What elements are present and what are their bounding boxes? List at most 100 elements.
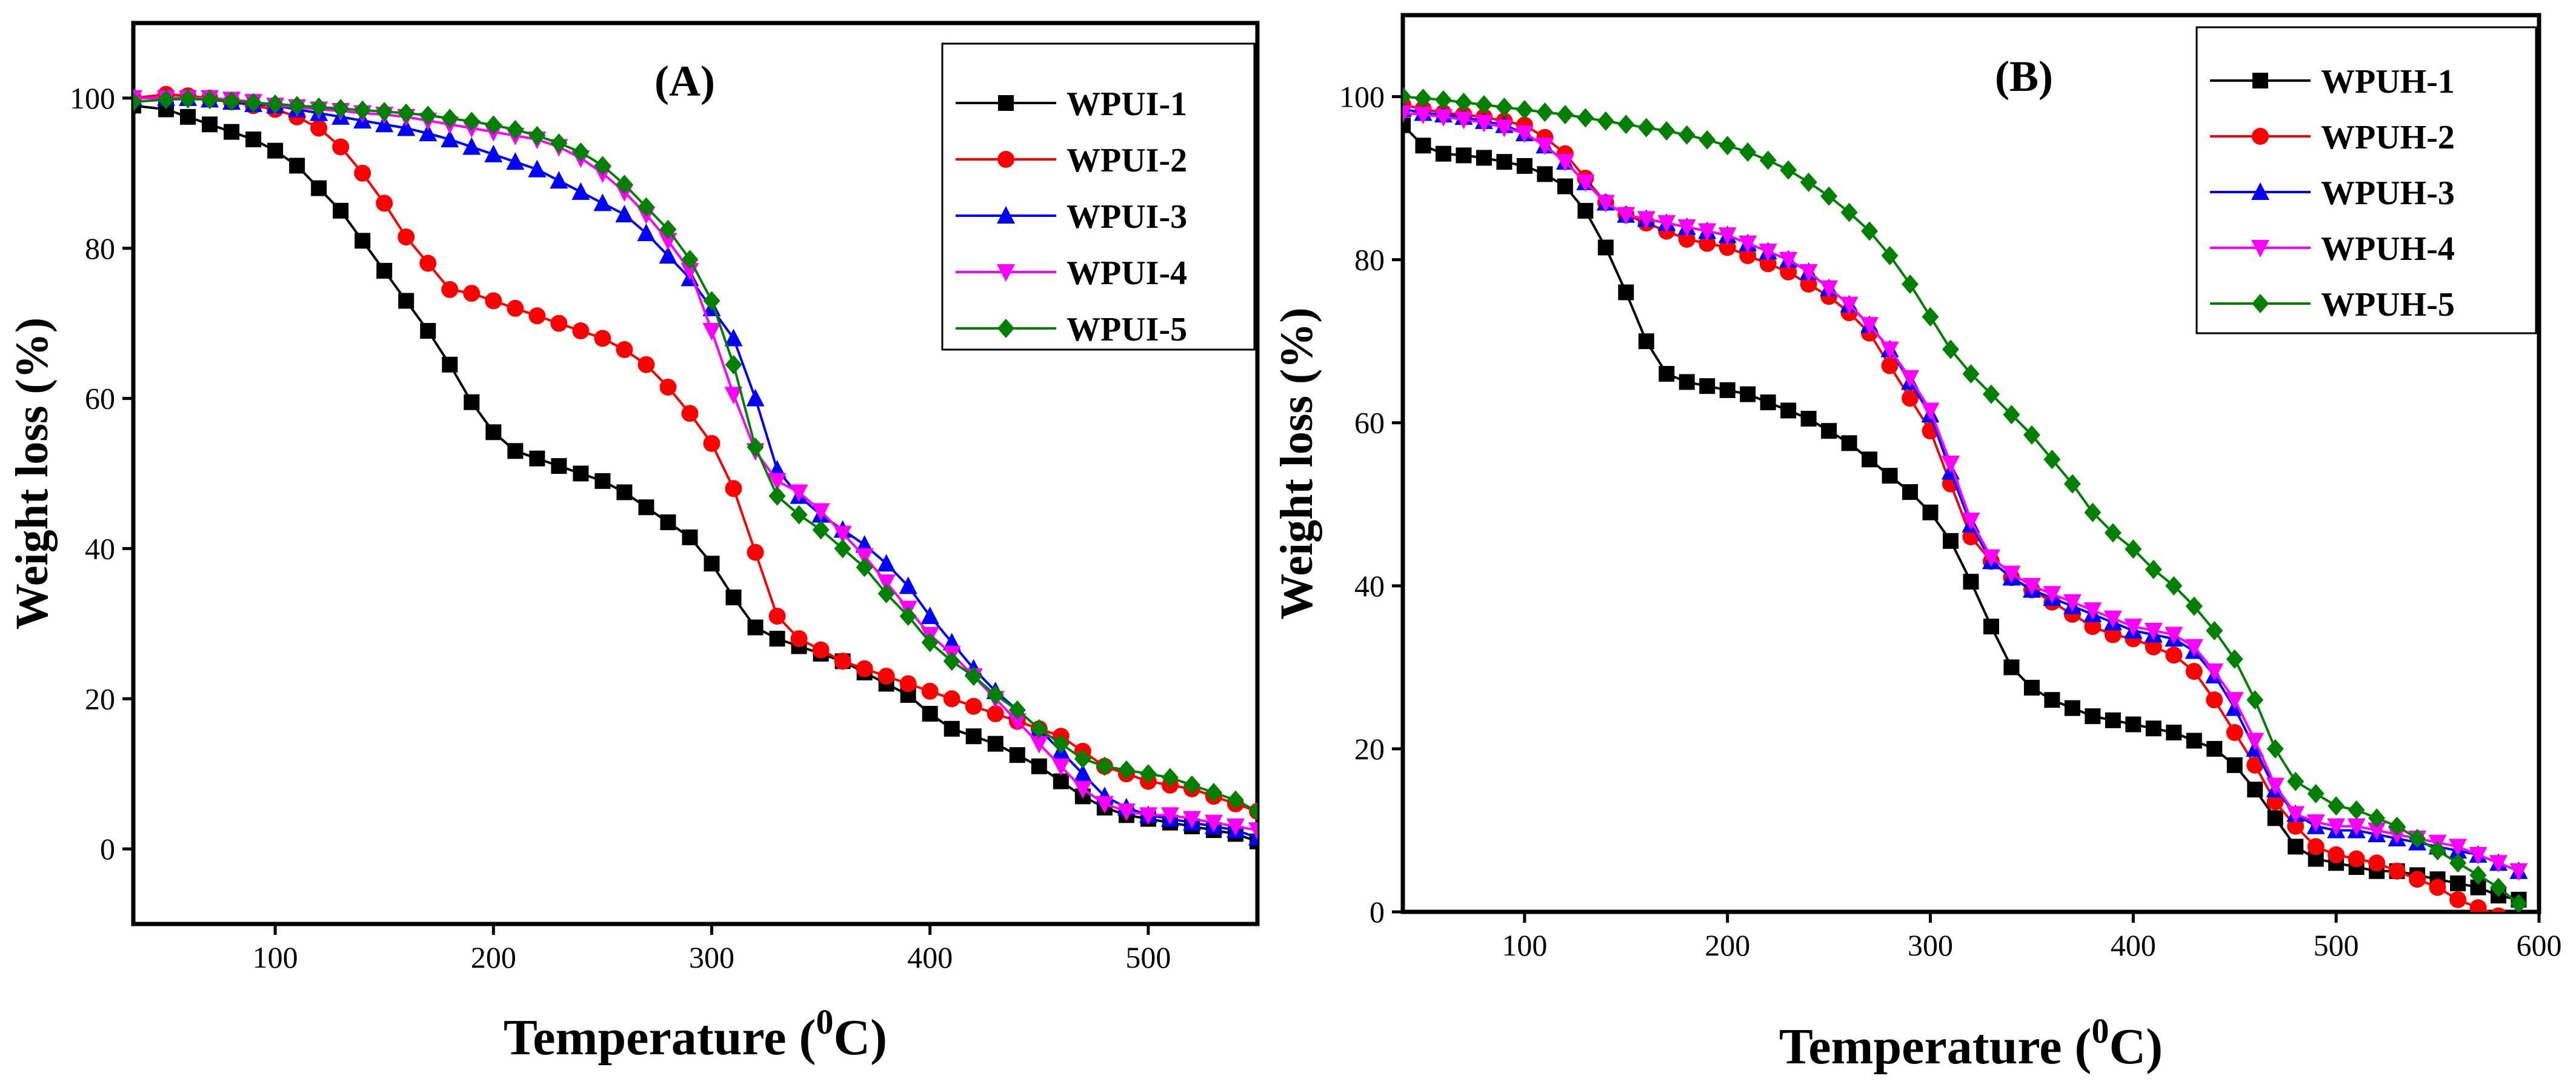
data-point-WPUI-4 bbox=[1095, 796, 1114, 814]
data-point-WPUI-5 bbox=[354, 100, 371, 120]
data-point-WPUI-5 bbox=[812, 520, 830, 540]
data-point-WPUH-5 bbox=[2449, 853, 2467, 873]
data-point-WPUI-3 bbox=[724, 328, 743, 347]
data-point-WPUH-4 bbox=[1596, 194, 1615, 213]
data-point-WPUI-5 bbox=[1096, 756, 1113, 776]
y-tick-label: 60 bbox=[85, 382, 115, 416]
data-point-WPUH-4 bbox=[2347, 818, 2366, 836]
legend-marker bbox=[2252, 73, 2268, 88]
data-point-WPUH-2 bbox=[2409, 871, 2426, 888]
data-point-WPUI-5 bbox=[1205, 783, 1222, 803]
data-point-WPUI-4 bbox=[724, 387, 743, 405]
data-point-WPUI-5 bbox=[1074, 749, 1091, 769]
data-point-WPUI-5 bbox=[507, 119, 524, 139]
data-point-WPUI-5 bbox=[834, 539, 851, 559]
data-point-WPUH-5 bbox=[2287, 771, 2305, 791]
data-point-WPUH-1 bbox=[1760, 394, 1776, 411]
data-point-WPUI-2 bbox=[877, 668, 895, 685]
data-point-WPUI-2 bbox=[725, 480, 742, 497]
data-point-WPUI-5 bbox=[310, 97, 328, 117]
data-point-WPUH-1 bbox=[1577, 202, 1594, 219]
data-point-WPUI-2 bbox=[768, 607, 786, 625]
data-point-WPUI-1 bbox=[965, 728, 982, 745]
data-point-WPUI-4 bbox=[1226, 818, 1245, 836]
data-point-WPUH-4 bbox=[2469, 846, 2488, 865]
data-point-WPUH-1 bbox=[2125, 716, 2142, 733]
data-point-WPUI-1 bbox=[660, 514, 676, 531]
data-point-WPUI-4 bbox=[1073, 780, 1092, 799]
data-point-WPUH-1 bbox=[2166, 725, 2182, 740]
data-point-WPUH-1 bbox=[1821, 423, 1837, 439]
data-point-WPUI-3 bbox=[899, 576, 917, 594]
data-point-WPUI-5 bbox=[398, 103, 415, 123]
data-point-WPUI-4 bbox=[855, 548, 874, 566]
data-point-WPUH-4 bbox=[1942, 456, 1960, 473]
data-point-WPUI-5 bbox=[921, 633, 939, 653]
legend-label: WPUI-5 bbox=[1067, 311, 1187, 348]
data-point-WPUI-2 bbox=[441, 281, 459, 298]
plot-area bbox=[1403, 87, 2528, 912]
data-point-WPUH-4 bbox=[1556, 154, 1574, 172]
data-point-WPUH-4 bbox=[1637, 211, 1656, 229]
data-point-WPUH-1 bbox=[1841, 435, 1857, 451]
x-axis-label-suffix: C) bbox=[833, 1009, 887, 1066]
data-point-WPUI-1 bbox=[704, 556, 720, 572]
data-point-WPUH-5 bbox=[1496, 98, 1513, 118]
data-point-WPUI-1 bbox=[442, 356, 458, 373]
data-point-WPUH-1 bbox=[1862, 451, 1878, 468]
data-point-WPUI-3 bbox=[462, 137, 481, 155]
data-point-WPUI-1 bbox=[333, 202, 349, 219]
data-point-WPUI-5 bbox=[899, 606, 917, 626]
x-tick-label: 500 bbox=[2314, 928, 2359, 962]
data-point-WPUH-5 bbox=[1820, 186, 1838, 206]
data-point-WPUH-1 bbox=[1638, 333, 1654, 350]
data-point-WPUH-4 bbox=[2368, 822, 2386, 840]
data-point-WPUI-5 bbox=[877, 583, 895, 603]
data-point-WPUH-4 bbox=[1880, 341, 1899, 359]
data-point-WPUH-1 bbox=[1516, 158, 1533, 174]
data-point-WPUH-1 bbox=[1740, 386, 1756, 402]
data-point-WPUH-4 bbox=[2246, 733, 2265, 751]
x-tick-label: 100 bbox=[1502, 928, 1547, 962]
data-point-WPUI-4 bbox=[1008, 713, 1027, 731]
data-point-WPUH-4 bbox=[2124, 619, 2143, 637]
data-point-WPUI-4 bbox=[1248, 822, 1257, 840]
data-point-WPUI-5 bbox=[703, 291, 721, 311]
data-point-WPUH-5 bbox=[1455, 92, 1473, 112]
data-point-WPUH-5 bbox=[2469, 865, 2487, 885]
data-point-WPUH-4 bbox=[1901, 370, 1920, 388]
data-point-WPUH-5 bbox=[2246, 690, 2264, 710]
data-point-WPUI-5 bbox=[332, 99, 350, 119]
data-point-WPUI-3 bbox=[637, 223, 656, 241]
data-point-WPUI-2 bbox=[310, 119, 328, 137]
data-point-WPUH-4 bbox=[2083, 602, 2102, 620]
data-point-WPUH-5 bbox=[2388, 816, 2406, 836]
data-point-WPUH-4 bbox=[1820, 280, 1839, 298]
data-point-WPUH-5 bbox=[1556, 105, 1574, 125]
data-point-WPUH-5 bbox=[1617, 115, 1635, 135]
data-point-WPUH-5 bbox=[1536, 102, 1554, 122]
data-point-WPUH-1 bbox=[2247, 782, 2263, 798]
data-point-WPUH-4 bbox=[1982, 549, 2000, 567]
data-point-WPUH-5 bbox=[2043, 450, 2061, 470]
data-point-WPUH-4 bbox=[1840, 296, 1859, 314]
data-point-WPUH-4 bbox=[1860, 317, 1879, 335]
data-point-WPUI-5 bbox=[201, 90, 219, 110]
x-axis-label: Temperature (0C) bbox=[504, 1002, 887, 1066]
data-point-WPUI-1 bbox=[551, 458, 567, 474]
data-point-WPUI-5 bbox=[1008, 700, 1026, 720]
legend-marker bbox=[997, 319, 1014, 338]
data-point-WPUH-1 bbox=[2226, 757, 2243, 773]
data-point-WPUH-1 bbox=[2145, 720, 2162, 737]
data-point-WPUH-5 bbox=[1658, 121, 1676, 141]
legend-label: WPUH-5 bbox=[2321, 286, 2455, 324]
data-point-WPUI-3 bbox=[397, 118, 416, 136]
data-point-WPUI-4 bbox=[1051, 758, 1070, 776]
data-point-WPUI-2 bbox=[943, 690, 960, 708]
data-point-WPUI-5 bbox=[267, 94, 284, 114]
data-point-WPUH-5 bbox=[1840, 202, 1858, 222]
legend-entry-WPUH-3: WPUH-3 bbox=[2210, 174, 2455, 212]
data-point-WPUI-1 bbox=[398, 293, 414, 309]
data-point-WPUI-1 bbox=[1053, 773, 1069, 789]
data-point-WPUH-5 bbox=[2165, 576, 2183, 596]
